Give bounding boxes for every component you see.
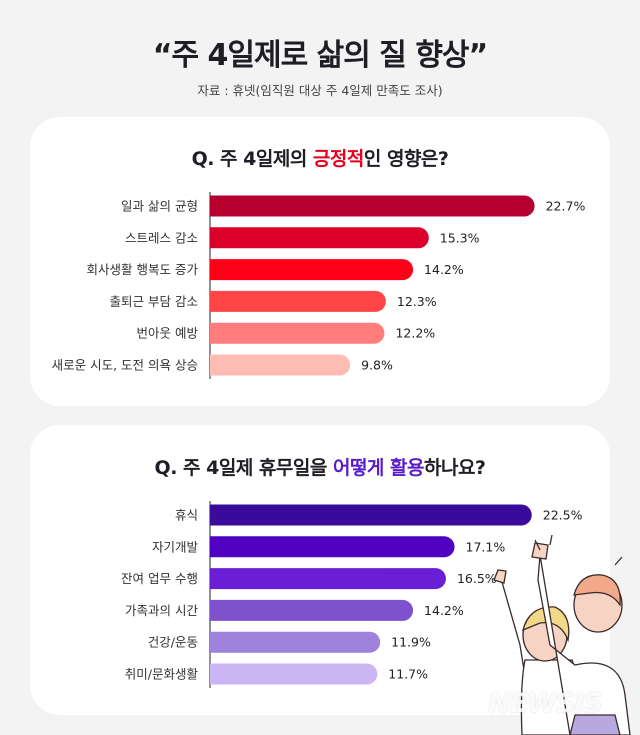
bar (210, 259, 414, 281)
value-label: 22.5% (543, 508, 583, 523)
bar (210, 322, 385, 344)
title-part: Q. 주 4일제의 (191, 148, 313, 170)
category-label: 휴식 (175, 508, 198, 523)
category-label: 새로운 시도, 도전 의욕 상승 (52, 358, 198, 373)
bar (210, 536, 455, 558)
bar (210, 599, 414, 621)
title-highlight: 긍정적 (312, 148, 364, 170)
value-label: 11.7% (388, 667, 428, 682)
category-label: 가족과의 시간 (125, 603, 198, 618)
category-label: 출퇴근 부담 감소 (110, 294, 198, 309)
value-label: 17.1% (466, 539, 506, 554)
title-part: 인 영향은? (363, 148, 449, 170)
bar-chart: 일과 삶의 균형 22.7% 스트레스 감소 15.3% 회사생활 행복도 증가 14.2… (52, 192, 586, 379)
bar (210, 195, 535, 217)
value-label: 16.5% (457, 571, 497, 586)
value-label: 15.3% (440, 230, 480, 245)
chart-card-positive-effects: Q. 주 4일제의 긍정적인 영향은? 일과 삶의 균형 22.7% 스트레스 감소… (30, 117, 610, 406)
value-label: 9.8% (361, 358, 393, 373)
bar (210, 631, 381, 653)
value-label: 14.2% (424, 603, 464, 618)
category-label: 일과 삶의 균형 (121, 199, 198, 214)
cheering-people-illustration (493, 535, 631, 735)
chart-title: Q. 주 4일제의 긍정적인 영향은? (30, 144, 610, 171)
category-label: 잔여 업무 수행 (121, 571, 198, 586)
category-label: 건강/운동 (148, 635, 198, 650)
value-label: 14.2% (424, 262, 464, 277)
bar (210, 354, 351, 376)
chart-title: Q. 주 4일제 휴무일을 어떻게 활용하나요? (30, 453, 610, 480)
title-highlight: 어떻게 활용 (332, 457, 425, 479)
source-note: 자료 : 휴넷(임직원 대상 주 4일제 만족도 조사) (197, 83, 443, 98)
category-label: 회사생활 행복도 증가 (87, 262, 199, 277)
watermark: NEWSIS (488, 688, 603, 719)
category-label: 스트레스 감소 (125, 230, 198, 245)
chart-card-day-off-usage: Q. 주 4일제 휴무일을 어떻게 활용하나요? 휴식 22.5% 자기개발 17.1… (30, 425, 610, 715)
category-label: 취미/문화생활 (125, 667, 199, 682)
value-label: 12.3% (397, 294, 437, 309)
bar-chart: 휴식 22.5% 자기개발 17.1% 잔여 업무 수행 16.5% 가족과의 시간 14.2… (121, 501, 583, 688)
category-label: 자기개발 (152, 539, 199, 554)
bar (210, 227, 429, 249)
bar (210, 290, 386, 312)
bar (210, 568, 446, 590)
title-part: 하나요? (423, 457, 486, 479)
value-label: 11.9% (391, 635, 431, 650)
page-title: “주 4일제로 삶의 질 향상” (152, 38, 489, 73)
bar (210, 504, 532, 526)
title-part: Q. 주 4일제 휴무일을 (154, 457, 333, 479)
bar (210, 663, 378, 685)
category-label: 번아웃 예방 (137, 326, 199, 341)
value-label: 22.7% (546, 199, 586, 214)
value-label: 12.2% (395, 326, 435, 341)
